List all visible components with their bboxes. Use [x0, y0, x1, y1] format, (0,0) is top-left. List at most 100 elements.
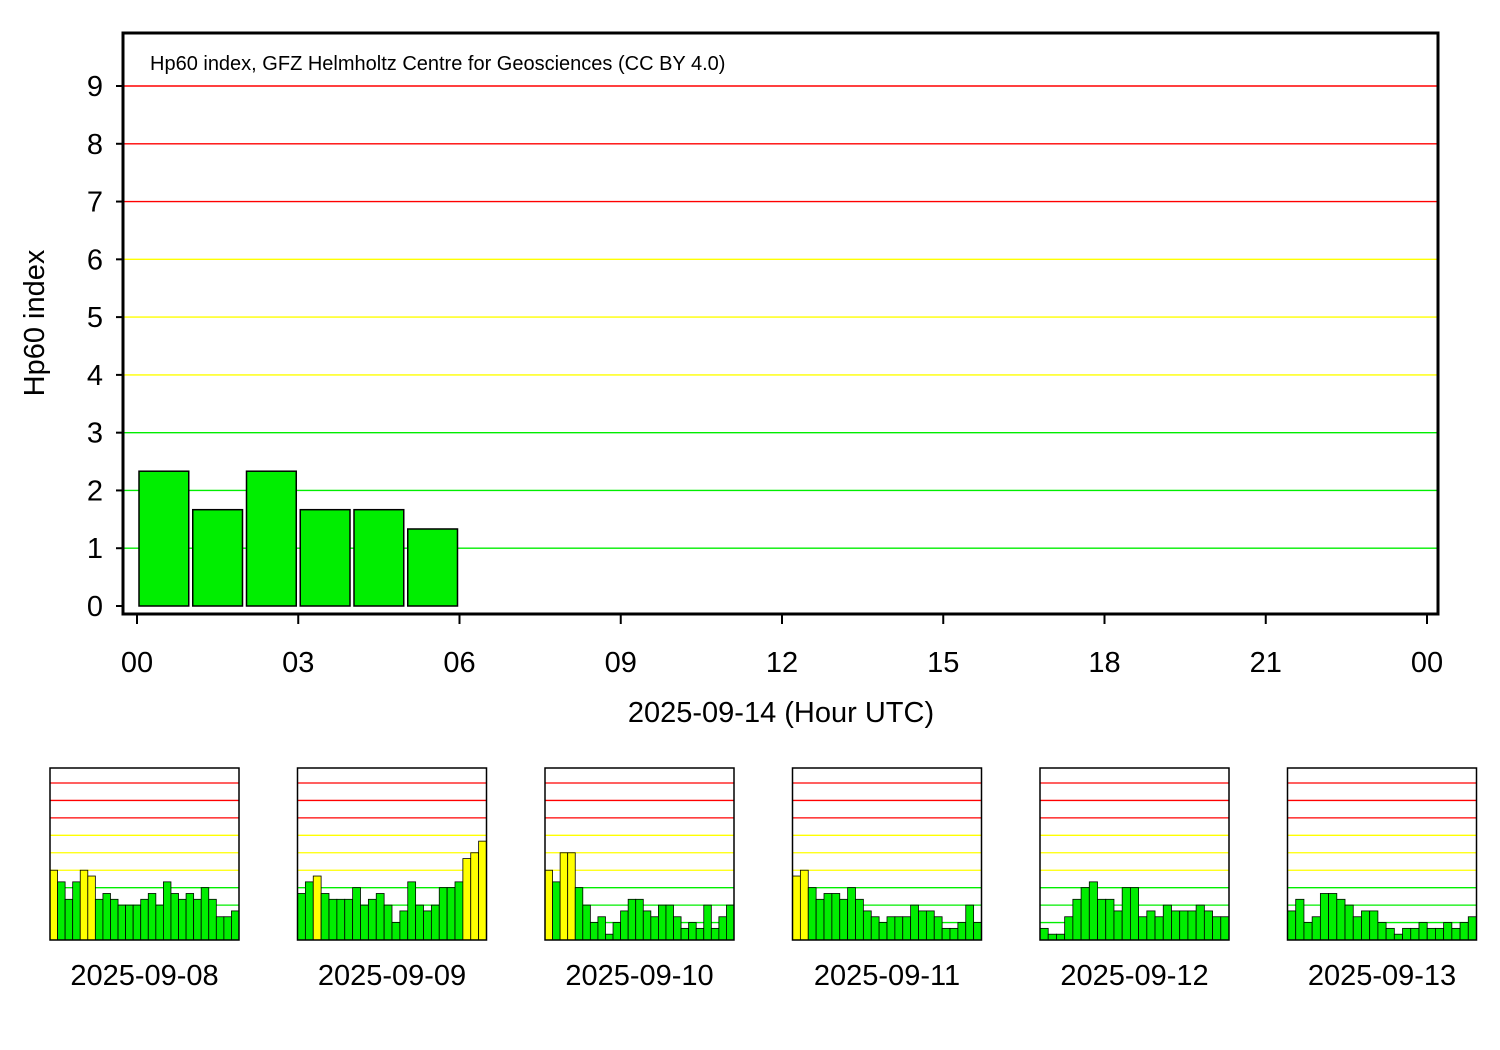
x-tick-label: 15 [927, 647, 959, 679]
thumbnail-bar [1402, 927, 1412, 941]
thumbnail-bar [470, 852, 480, 941]
thumbnail-bar [1385, 927, 1395, 941]
day-thumbnail: 2025-09-11 [791, 767, 983, 992]
x-tick-label: 21 [1250, 647, 1282, 679]
x-axis-ticks: 00 03 06 09 12 15 18 21 00 [121, 614, 1443, 679]
thumbnail-bar [1311, 916, 1321, 941]
thumbnail-bar [64, 898, 74, 941]
thumbnail-bar [695, 927, 705, 941]
y-tick-label: 2 [87, 475, 103, 507]
x-axis-title: 2025-09-14 (Hour UTC) [628, 697, 934, 729]
thumbnail-bar [886, 916, 896, 941]
y-tick-label: 7 [87, 187, 103, 219]
thumbnail-bar [1467, 916, 1477, 941]
thumbnail-frame [1286, 767, 1478, 941]
thumbnail-bar [823, 893, 833, 941]
thumbnail-bar [567, 852, 576, 941]
thumbnail-bar [559, 852, 569, 941]
thumbnail-bar [344, 898, 354, 941]
y-axis-ticks: 0 1 2 3 4 5 6 7 8 9 [87, 71, 123, 623]
thumbnail-bar [910, 904, 919, 941]
thumbnail-bar [1064, 916, 1074, 941]
thumbnail-bar [673, 916, 682, 941]
thumbnail-bar [208, 898, 217, 941]
thumbnail-bar [831, 893, 841, 941]
thumbnail-bar [57, 881, 66, 941]
thumbnail-bar [1187, 910, 1197, 941]
thumbnail-bar [1328, 893, 1338, 941]
thumbnail-bar [650, 916, 659, 941]
y-tick-label: 4 [87, 360, 103, 392]
thumbnail-bar [223, 916, 232, 941]
day-thumbnail: 2025-09-12 [1039, 767, 1230, 992]
thumbnail-bar [1146, 910, 1156, 941]
thumbnail-bar [878, 922, 888, 941]
thumbnail-bar [367, 898, 377, 941]
thumbnail-bar [178, 898, 187, 941]
thumbnail-bar [902, 916, 912, 941]
thumbnail-bar [399, 910, 409, 941]
thumbnail-bar [185, 893, 195, 941]
thumbnail-bar [375, 893, 385, 941]
hp60-bar [299, 508, 351, 607]
thumbnail-bar [925, 910, 935, 941]
thumbnail-bar [1097, 898, 1107, 941]
thumbnail-bar [1162, 904, 1172, 941]
thumbnail-bar [297, 893, 306, 941]
thumbnail-bar [1319, 893, 1329, 941]
thumbnail-bar [605, 933, 614, 941]
thumbnail-bar [312, 875, 322, 941]
thumbnail-bar [438, 887, 448, 941]
thumbnail-bar [1361, 910, 1371, 941]
thumbnail-bar [642, 910, 652, 941]
thumbnail-bar [87, 875, 96, 941]
thumbnail-bar [807, 887, 817, 941]
thumbnail-bar [1105, 898, 1115, 941]
attribution-text: Hp60 index, GFZ Helmholtz Centre for Geo… [150, 53, 725, 75]
thumbnail-bar [391, 922, 401, 941]
thumbnail-bar [1039, 927, 1049, 941]
thumbnail-bar [1171, 910, 1181, 941]
thumbnail-background [1287, 768, 1477, 940]
thumbnail-bar [478, 840, 487, 941]
y-axis-title: Hp60 index [19, 249, 51, 396]
thumbnail-bar [949, 927, 959, 941]
thumbnail-bar [688, 922, 697, 941]
thumbnail-bar [110, 898, 119, 941]
x-tick-label: 12 [766, 647, 798, 679]
thumbnail-bar [658, 904, 667, 941]
hp60-bar [138, 470, 190, 607]
thumbnail-bar [383, 904, 393, 941]
thumbnail-frame [791, 767, 983, 941]
previous-days-thumbnails: 2025-09-08 2025-09-09 2025-09-10 2025-09-11… [49, 767, 1478, 992]
thumbnail-bar [574, 887, 584, 941]
thumbnail-bar [360, 904, 369, 941]
thumbnail-bar [1121, 887, 1131, 941]
thumbnail-bar [799, 869, 809, 941]
thumbnail-bar [718, 916, 727, 941]
x-tick-label: 00 [121, 647, 153, 679]
thumbnail-bar [1303, 922, 1313, 941]
thumbnail-bar [454, 881, 464, 941]
hp60-bar [407, 528, 459, 607]
thumbnail-bar [855, 898, 864, 941]
thumbnail-bar [1154, 916, 1164, 941]
thumbnail-bar [1113, 910, 1123, 941]
thumbnail-bar [1418, 922, 1428, 941]
thumbnail-bar [446, 887, 456, 941]
thumbnail-bar [1080, 887, 1090, 941]
thumbnail-bar [1212, 916, 1222, 941]
hp60-bar [245, 470, 297, 607]
thumbnail-bar [597, 916, 606, 941]
thumbnail-bar [933, 916, 943, 941]
thumbnail-bar [94, 898, 104, 941]
thumbnail-bar [552, 881, 561, 941]
thumbnail-bar [627, 898, 637, 941]
thumbnail-bar [1459, 922, 1469, 941]
thumbnail-bar [304, 881, 314, 941]
thumbnail-bar [1195, 904, 1205, 941]
y-tick-label: 8 [87, 129, 103, 161]
thumbnail-frame [296, 767, 488, 941]
thumbnail-bar [582, 904, 591, 941]
x-tick-label: 09 [605, 647, 637, 679]
